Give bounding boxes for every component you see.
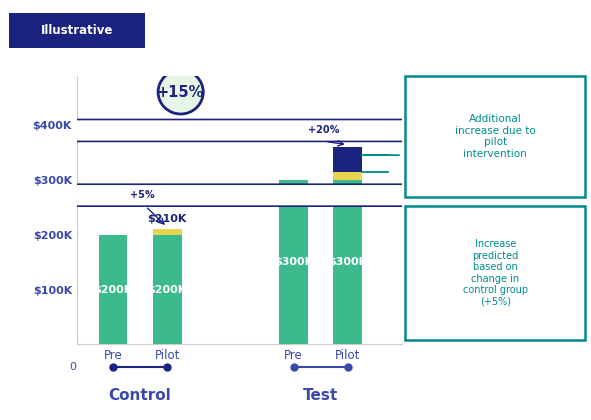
Ellipse shape	[158, 70, 203, 114]
Bar	[152, 235, 181, 344]
Text: Test: Test	[303, 388, 338, 403]
Text: Additional
increase due to
pilot
intervention: Additional increase due to pilot interve…	[455, 114, 535, 159]
Text: Increase
predicted
based on
change in
control group
(+5%): Increase predicted based on change in co…	[463, 239, 528, 307]
Bar	[152, 229, 181, 235]
Text: +20%: +20%	[308, 126, 339, 136]
Text: $210K: $210K	[147, 214, 187, 224]
Text: $200K: $200K	[148, 284, 187, 294]
Text: +15%: +15%	[157, 84, 204, 100]
Text: $300K: $300K	[328, 257, 367, 267]
Text: Control: Control	[109, 388, 171, 403]
Text: Illustrative: Illustrative	[41, 24, 113, 37]
Circle shape	[0, 184, 591, 206]
Bar	[279, 180, 308, 344]
Text: $300K: $300K	[274, 257, 313, 267]
Bar	[333, 172, 362, 180]
Text: 0: 0	[69, 362, 76, 373]
Bar	[99, 235, 128, 344]
Circle shape	[0, 119, 591, 142]
Text: +5%: +5%	[131, 190, 155, 200]
Text: $360K: $360K	[328, 132, 368, 142]
Text: $200K: $200K	[93, 284, 132, 294]
Bar	[333, 147, 362, 172]
Bar	[333, 180, 362, 344]
